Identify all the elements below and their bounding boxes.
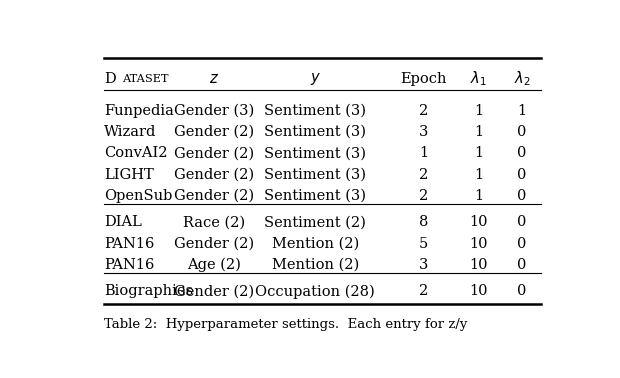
Text: ATASET: ATASET (122, 74, 169, 84)
Text: OpenSub: OpenSub (104, 189, 172, 203)
Text: $\lambda_2$: $\lambda_2$ (513, 70, 530, 88)
Text: 0: 0 (517, 167, 526, 181)
Text: PAN16: PAN16 (104, 237, 154, 251)
Text: 5: 5 (419, 237, 428, 251)
Text: ConvAI2: ConvAI2 (104, 146, 167, 160)
Text: 2: 2 (419, 189, 428, 203)
Text: 10: 10 (469, 237, 488, 251)
Text: 8: 8 (418, 215, 428, 229)
Text: 0: 0 (517, 215, 526, 229)
Text: 0: 0 (517, 146, 526, 160)
Text: Sentiment (3): Sentiment (3) (264, 104, 366, 118)
Text: 1: 1 (419, 146, 428, 160)
Text: Gender (2): Gender (2) (174, 189, 254, 203)
Text: Mention (2): Mention (2) (272, 237, 359, 251)
Text: Epoch: Epoch (401, 72, 446, 86)
Text: 0: 0 (517, 284, 526, 298)
Text: Gender (2): Gender (2) (174, 167, 254, 181)
Text: Race (2): Race (2) (184, 215, 246, 229)
Text: 1: 1 (474, 167, 483, 181)
Text: 2: 2 (419, 284, 428, 298)
Text: 3: 3 (418, 125, 428, 139)
Text: Sentiment (3): Sentiment (3) (264, 167, 366, 181)
Text: $z$: $z$ (210, 72, 219, 86)
Text: DIAL: DIAL (104, 215, 142, 229)
Text: 1: 1 (474, 104, 483, 118)
Text: D: D (104, 72, 116, 86)
Text: 0: 0 (517, 189, 526, 203)
Text: Mention (2): Mention (2) (272, 258, 359, 272)
Text: Funpedia: Funpedia (104, 104, 174, 118)
Text: Gender (2): Gender (2) (174, 146, 254, 160)
Text: 1: 1 (474, 125, 483, 139)
Text: 2: 2 (419, 104, 428, 118)
Text: Gender (2): Gender (2) (174, 284, 254, 298)
Text: 0: 0 (517, 125, 526, 139)
Text: Sentiment (2): Sentiment (2) (264, 215, 366, 229)
Text: 2: 2 (419, 167, 428, 181)
Text: PAN16: PAN16 (104, 258, 154, 272)
Text: 1: 1 (474, 189, 483, 203)
Text: Age (2): Age (2) (187, 258, 241, 272)
Text: 3: 3 (418, 258, 428, 272)
Text: Gender (2): Gender (2) (174, 125, 254, 139)
Text: $\lambda_1$: $\lambda_1$ (471, 70, 487, 88)
Text: 1: 1 (474, 146, 483, 160)
Text: 1: 1 (518, 104, 526, 118)
Text: Wizard: Wizard (104, 125, 156, 139)
Text: LIGHT: LIGHT (104, 167, 154, 181)
Text: Gender (3): Gender (3) (174, 104, 255, 118)
Text: 0: 0 (517, 237, 526, 251)
Text: Biographies: Biographies (104, 284, 193, 298)
Text: Gender (2): Gender (2) (174, 237, 254, 251)
Text: Sentiment (3): Sentiment (3) (264, 146, 366, 160)
Text: Sentiment (3): Sentiment (3) (264, 189, 366, 203)
Text: 10: 10 (469, 258, 488, 272)
Text: Table 2:  Hyperparameter settings.  Each entry for z/y: Table 2: Hyperparameter settings. Each e… (104, 318, 467, 331)
Text: 10: 10 (469, 284, 488, 298)
Text: Occupation (28): Occupation (28) (255, 284, 375, 299)
Text: $y$: $y$ (310, 71, 321, 87)
Text: 10: 10 (469, 215, 488, 229)
Text: Sentiment (3): Sentiment (3) (264, 125, 366, 139)
Text: 0: 0 (517, 258, 526, 272)
